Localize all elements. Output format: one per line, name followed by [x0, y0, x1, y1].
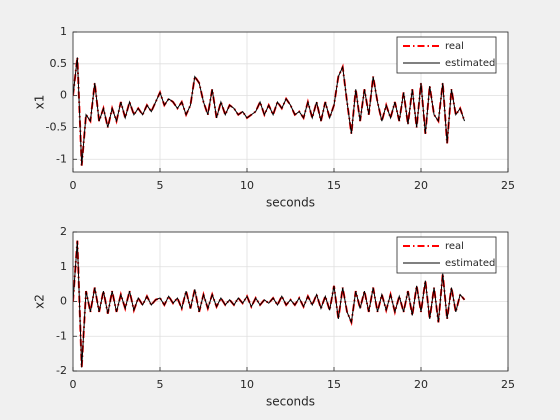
y-tick-label: -2: [56, 364, 67, 377]
x-tick-label: 0: [70, 378, 77, 391]
x-tick-label: 10: [240, 179, 254, 192]
y-tick-label: 1: [60, 260, 67, 273]
legend-label: estimated: [445, 58, 495, 69]
legend-label: real: [445, 241, 464, 252]
legend-box: [396, 36, 497, 74]
y-axis-label: x2: [33, 294, 47, 309]
y-axis-label: x1: [33, 95, 47, 110]
y-tick-label: -0.5: [46, 120, 67, 133]
y-tick-label: -1: [56, 329, 67, 342]
axes-box: [72, 31, 509, 173]
x-tick-label: 25: [501, 179, 515, 192]
x-tick-label: 20: [414, 179, 428, 192]
y-tick-label: 2: [60, 225, 67, 238]
series-line: [73, 57, 465, 166]
x-tick-label: 10: [240, 378, 254, 391]
x-tick-label: 5: [157, 378, 164, 391]
plot-area: [73, 240, 466, 368]
legend-box: [396, 236, 497, 274]
plot-area: [73, 57, 466, 166]
x-tick-label: 15: [327, 378, 341, 391]
y-tick-label: 0.5: [50, 57, 68, 70]
axes-box: [72, 231, 509, 372]
x-tick-label: 15: [327, 179, 341, 192]
y-tick-label: 0: [60, 295, 67, 308]
x-tick-label: 5: [157, 179, 164, 192]
y-tick-label: 0: [60, 89, 67, 102]
series-line: [73, 240, 465, 368]
y-tick-label: 1: [60, 25, 67, 38]
legend-label: estimated: [445, 258, 495, 269]
x-axis-label: seconds: [266, 196, 315, 210]
x-tick-label: 0: [70, 179, 77, 192]
x-axis-label: seconds: [266, 395, 315, 409]
legend-label: real: [445, 41, 464, 52]
x-tick-label: 20: [414, 378, 428, 391]
y-tick-label: -1: [56, 152, 67, 165]
x-tick-label: 25: [501, 378, 515, 391]
